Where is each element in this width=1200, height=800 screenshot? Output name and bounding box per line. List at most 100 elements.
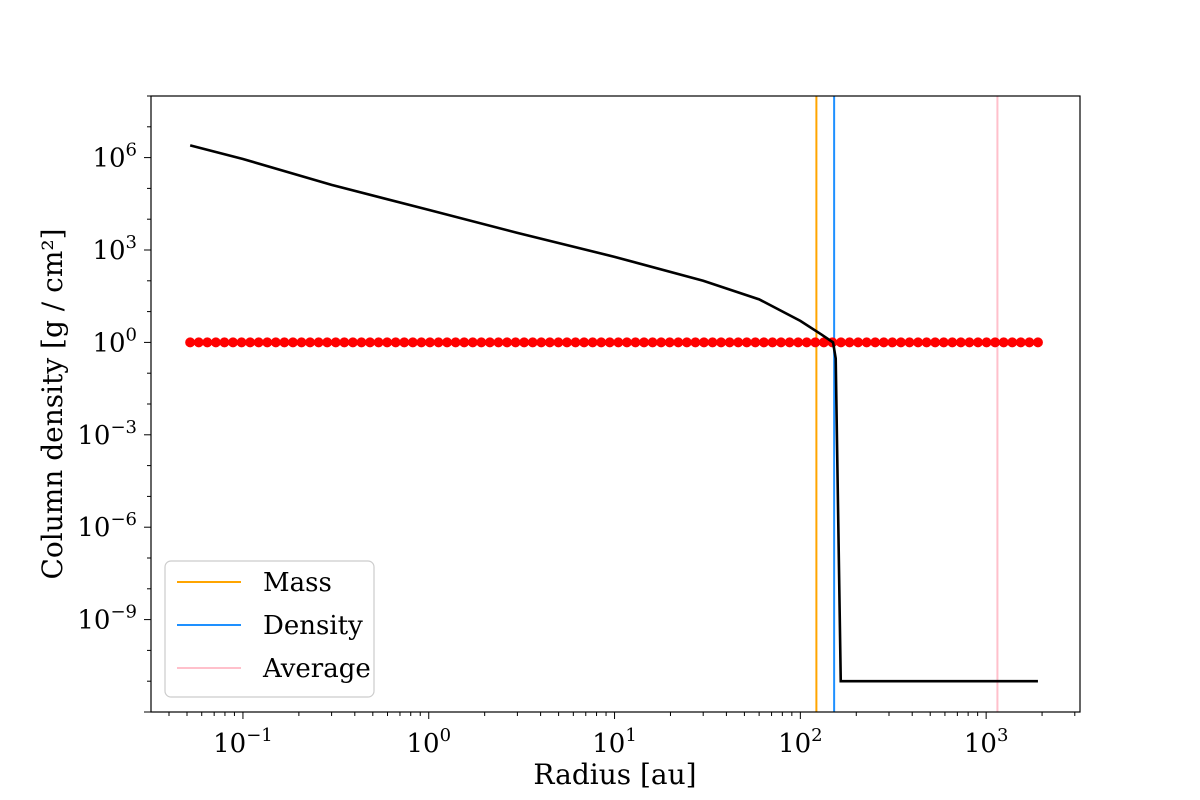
marker-point [810,337,821,348]
marker-point [681,337,692,348]
marker-point [313,337,324,348]
marker-point [673,337,684,348]
marker-point [510,337,521,348]
marker-point [613,337,624,348]
marker-point [553,337,564,348]
x-tick-label: 100 [406,725,451,759]
marker-point [270,337,281,348]
marker-point [202,337,213,348]
marker-point [844,337,855,348]
y-tick-label: 10−3 [77,417,137,451]
y-tick-label: 10−6 [77,509,137,543]
marker-point [219,337,230,348]
marker-point [1007,337,1018,348]
marker-point [519,337,530,348]
marker-point [1024,337,1035,348]
marker-point [245,337,256,348]
marker-point [630,337,641,348]
marker-point [433,337,444,348]
marker-point [621,337,632,348]
marker-point [339,337,350,348]
marker-point [347,337,358,348]
marker-point [835,337,846,348]
y-tick-label: 103 [92,232,137,266]
marker-point [930,337,941,348]
marker-point [262,337,273,348]
marker-point [639,337,650,348]
legend: Mass Density Average [164,560,375,698]
marker-point [544,337,555,348]
x-axis-title: Radius [au] [533,758,696,791]
marker-point [210,337,221,348]
marker-point [853,337,864,348]
x-tick-label: 10−1 [213,725,273,759]
marker-point [382,337,393,348]
marker-point [998,337,1009,348]
marker-point [1015,337,1026,348]
marker-point [407,337,418,348]
marker-point [416,337,427,348]
reference-lines [815,96,999,712]
marker-point [459,337,470,348]
y-axis-ticks: 106 103 100 10−3 10−6 10−9 [77,95,151,713]
marker-point [698,337,709,348]
marker-point [279,337,290,348]
marker-point [476,337,487,348]
marker-point [784,337,795,348]
marker-point [767,337,778,348]
legend-box [164,560,375,698]
marker-point [981,337,992,348]
x-axis-ticks: 10−1 100 101 102 103 [168,712,1076,759]
marker-point [776,337,787,348]
marker-point [227,337,238,348]
marker-point [664,337,675,348]
marker-series [185,337,1043,348]
y-tick-label: 100 [92,324,137,358]
marker-point [373,337,384,348]
marker-point [450,337,461,348]
marker-point [604,337,615,348]
marker-point [185,337,196,348]
marker-point [870,337,881,348]
marker-point [758,337,769,348]
marker-point [955,337,966,348]
marker-point [750,337,761,348]
marker-point [972,337,983,348]
marker-point [724,337,735,348]
density-profile-line [189,144,1038,683]
marker-point [253,337,264,348]
marker-point [1032,337,1043,348]
marker-point [399,337,410,348]
marker-point [887,337,898,348]
marker-point [861,337,872,348]
marker-point [561,337,572,348]
marker-point [236,337,247,348]
marker-point [793,337,804,348]
plot-content [185,96,1043,712]
marker-point [390,337,401,348]
marker-point [938,337,949,348]
marker-point [947,337,958,348]
marker-point [707,337,718,348]
marker-point [356,337,367,348]
marker-point [493,337,504,348]
marker-point [502,337,513,348]
marker-point [913,337,924,348]
legend-label-density: Density [263,611,363,641]
legend-label-average: Average [262,654,371,684]
marker-point [467,337,478,348]
marker-point [305,337,316,348]
marker-point [904,337,915,348]
marker-point [587,337,598,348]
y-tick-label: 106 [92,140,137,174]
marker-point [801,337,812,348]
marker-point [365,337,376,348]
marker-point [330,337,341,348]
marker-point [733,337,744,348]
marker-point [442,337,453,348]
marker-point [527,337,538,348]
marker-point [424,337,435,348]
y-tick-label: 10−9 [77,602,137,636]
marker-point [741,337,752,348]
